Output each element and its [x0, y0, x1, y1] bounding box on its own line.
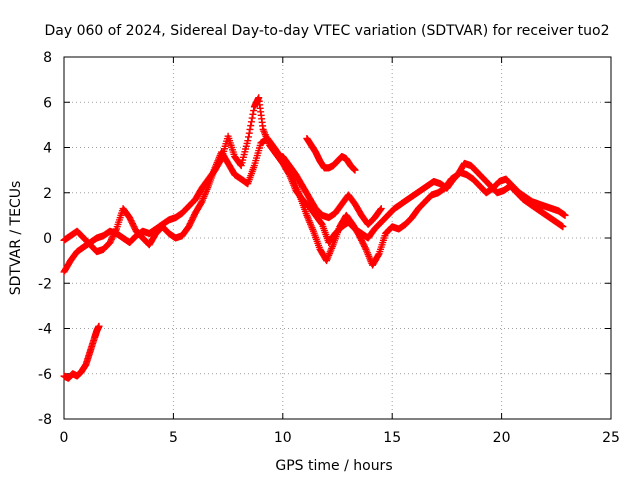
data-point — [246, 125, 254, 133]
data-point — [374, 251, 382, 259]
data-point — [250, 107, 258, 115]
data-point — [377, 205, 385, 213]
data-series — [303, 134, 359, 174]
y-tick-label: 0 — [43, 231, 52, 247]
y-tick-label: 2 — [43, 186, 52, 202]
y-tick-label: 4 — [43, 141, 52, 157]
data-point — [248, 114, 256, 122]
data-series — [279, 153, 385, 228]
data-point — [361, 244, 369, 252]
x-tick-label: 20 — [493, 430, 511, 446]
data-point — [245, 133, 253, 141]
y-axis-label: SDTVAR / TECUs — [8, 181, 24, 296]
x-tick-label: 15 — [383, 430, 401, 446]
x-tick-label: 5 — [169, 430, 178, 446]
x-tick-label: 25 — [602, 430, 620, 446]
data-point — [112, 226, 120, 234]
y-tick-label: 8 — [43, 50, 52, 66]
y-tick-label: -4 — [38, 322, 52, 338]
data-point — [247, 118, 255, 126]
x-axis-label: GPS time / hours — [275, 458, 392, 474]
data-point — [247, 122, 255, 130]
data-series — [60, 134, 567, 269]
x-axis-ticks: 0 5 10 15 20 25 — [60, 57, 620, 446]
chart-title: Day 060 of 2024, Sidereal Day-to-day VTE… — [44, 23, 609, 39]
data-point — [249, 110, 257, 118]
data-point — [559, 223, 567, 231]
data-point — [377, 206, 385, 214]
y-tick-label: -8 — [38, 412, 52, 428]
x-tick-label: 0 — [60, 430, 69, 446]
data-point — [245, 129, 253, 137]
data-point — [351, 166, 359, 174]
data-points — [60, 94, 569, 382]
data-point — [95, 322, 103, 330]
y-axis-ticks: -8 -6 -4 -2 0 2 4 6 8 — [38, 50, 611, 428]
y-tick-label: -6 — [38, 367, 52, 383]
data-point — [244, 137, 252, 145]
data-series — [60, 322, 103, 382]
y-tick-label: -2 — [38, 276, 52, 292]
x-tick-label: 10 — [274, 430, 292, 446]
data-point — [561, 211, 569, 219]
y-tick-label: 6 — [43, 95, 52, 111]
